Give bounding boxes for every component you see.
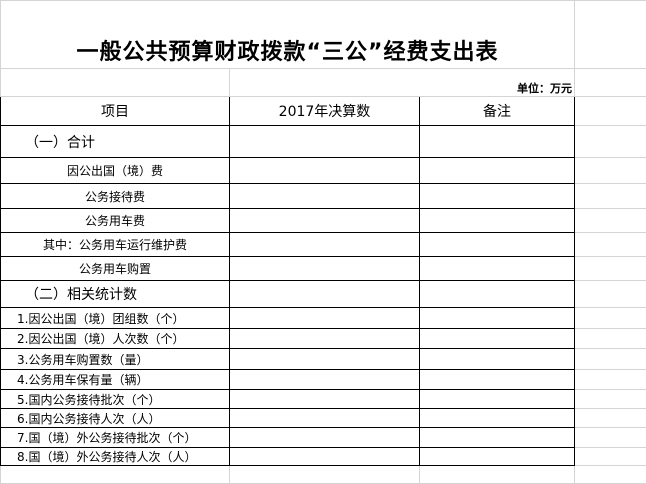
amount-cell[interactable] [229, 280, 420, 308]
table-row: 4.公务用车保有量（辆） [0, 369, 646, 390]
table-row: 公务用车费 [0, 208, 646, 233]
amount-cell[interactable] [229, 183, 420, 209]
cell[interactable] [574, 465, 646, 484]
note-cell[interactable] [418, 389, 576, 409]
row-label[interactable]: 公务用车购置 [0, 256, 230, 281]
table-row: 1.因公出国（境）团组数（个） [0, 307, 646, 329]
amount-cell[interactable] [229, 232, 420, 257]
cell[interactable] [574, 280, 646, 308]
note-cell[interactable] [418, 447, 576, 466]
table-row: 因公出国（境）费 [0, 157, 646, 184]
cell[interactable] [229, 465, 420, 484]
note-cell[interactable] [418, 408, 576, 428]
note-cell[interactable] [418, 328, 576, 349]
amount-cell[interactable] [229, 328, 420, 349]
note-cell[interactable] [418, 307, 576, 329]
note-cell[interactable] [418, 232, 576, 257]
note-cell[interactable] [418, 369, 576, 390]
table-row: （二）相关统计数 [0, 280, 646, 308]
row-label[interactable]: 8.国（境）外公务接待人次（人） [0, 447, 230, 466]
table-row: 6.国内公务接待人次（人） [0, 408, 646, 428]
row-label[interactable]: 因公出国（境）费 [0, 157, 230, 184]
cell[interactable] [0, 465, 230, 484]
table-row: 8.国（境）外公务接待人次（人） [0, 447, 646, 466]
row-label[interactable]: 7.国（境）外公务接待批次（个） [0, 427, 230, 448]
row-label[interactable]: 6.国内公务接待人次（人） [0, 408, 230, 428]
table-row: 公务用车购置 [0, 256, 646, 281]
note-cell[interactable] [418, 157, 576, 184]
amount-cell[interactable] [229, 389, 420, 409]
note-cell[interactable] [418, 208, 576, 233]
cell[interactable] [574, 183, 646, 209]
amount-cell[interactable] [229, 408, 420, 428]
cell[interactable] [574, 96, 646, 126]
table-row: 其中：公务用车运行维护费 [0, 232, 646, 257]
amount-cell[interactable] [229, 125, 420, 158]
cell[interactable] [574, 348, 646, 370]
amount-cell[interactable] [229, 369, 420, 390]
note-cell[interactable] [418, 280, 576, 308]
row-label[interactable]: （二）相关统计数 [0, 280, 230, 308]
row-label[interactable]: 4.公务用车保有量（辆） [0, 369, 230, 390]
cell[interactable] [574, 369, 646, 390]
amount-cell[interactable] [229, 208, 420, 233]
amount-cell[interactable] [229, 307, 420, 329]
note-cell[interactable] [418, 183, 576, 209]
cell[interactable] [574, 68, 646, 97]
cell[interactable] [574, 307, 646, 329]
cell[interactable] [574, 208, 646, 233]
row-label[interactable]: 其中：公务用车运行维护费 [0, 232, 230, 257]
amount-cell[interactable] [229, 256, 420, 281]
table-row: （一）合计 [0, 125, 646, 158]
header-note[interactable]: 备注 [418, 96, 576, 126]
cell[interactable] [574, 256, 646, 281]
row-label[interactable]: 公务接待费 [0, 183, 230, 209]
amount-cell[interactable] [229, 157, 420, 184]
note-cell[interactable] [418, 348, 576, 370]
amount-cell[interactable] [229, 427, 420, 448]
note-cell[interactable] [418, 125, 576, 158]
sheet-title[interactable]: 一般公共预算财政拨款“三公”经费支出表 [0, 0, 576, 69]
cell[interactable] [574, 447, 646, 466]
amount-cell[interactable] [229, 348, 420, 370]
cell[interactable] [574, 427, 646, 448]
table-row: 3.公务用车购置数（量） [0, 348, 646, 370]
cell[interactable] [574, 328, 646, 349]
cell[interactable] [574, 0, 646, 69]
row-label[interactable]: （一）合计 [0, 125, 230, 158]
header-amount[interactable]: 2017年决算数 [229, 96, 420, 126]
row-label[interactable]: 2.因公出国（境）人次数（个） [0, 328, 230, 349]
header-item[interactable]: 项目 [0, 96, 230, 126]
table-row: 7.国（境）外公务接待批次（个） [0, 427, 646, 448]
cell[interactable] [574, 157, 646, 184]
table-row: 5.国内公务接待批次（个） [0, 389, 646, 409]
cell[interactable] [0, 68, 230, 97]
cell[interactable] [574, 125, 646, 158]
row-label[interactable]: 公务用车费 [0, 208, 230, 233]
table-row: 2.因公出国（境）人次数（个） [0, 328, 646, 349]
table-row: 公务接待费 [0, 183, 646, 209]
note-cell[interactable] [418, 427, 576, 448]
row-label[interactable]: 3.公务用车购置数（量） [0, 348, 230, 370]
note-cell[interactable] [418, 256, 576, 281]
amount-cell[interactable] [229, 447, 420, 466]
unit-label[interactable]: 单位：万元 [228, 68, 576, 97]
row-label[interactable]: 5.国内公务接待批次（个） [0, 389, 230, 409]
cell[interactable] [574, 408, 646, 428]
cell[interactable] [574, 389, 646, 409]
cell[interactable] [574, 232, 646, 257]
row-label[interactable]: 1.因公出国（境）团组数（个） [0, 307, 230, 329]
cell[interactable] [418, 465, 576, 484]
